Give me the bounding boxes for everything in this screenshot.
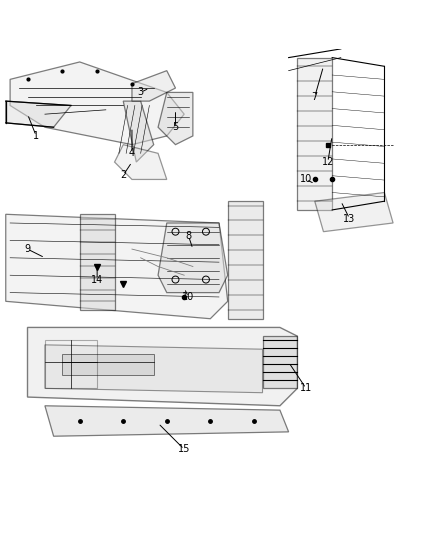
Polygon shape <box>123 101 154 162</box>
Text: 8: 8 <box>185 231 191 241</box>
Polygon shape <box>297 58 332 210</box>
Polygon shape <box>80 214 115 310</box>
Polygon shape <box>158 223 228 293</box>
Text: 5: 5 <box>172 122 179 132</box>
Text: 12: 12 <box>321 157 334 167</box>
Polygon shape <box>6 101 71 127</box>
Text: 15: 15 <box>178 445 191 454</box>
Polygon shape <box>6 214 228 319</box>
Polygon shape <box>262 336 297 389</box>
Text: 13: 13 <box>343 214 356 224</box>
Text: 11: 11 <box>300 383 312 393</box>
Text: 7: 7 <box>311 92 318 102</box>
Text: 10: 10 <box>182 292 194 302</box>
Polygon shape <box>10 62 184 144</box>
Text: 4: 4 <box>129 148 135 158</box>
Polygon shape <box>132 71 176 101</box>
Polygon shape <box>45 406 289 436</box>
Polygon shape <box>62 353 154 375</box>
Text: 9: 9 <box>25 244 31 254</box>
Polygon shape <box>28 327 297 406</box>
Text: 10: 10 <box>300 174 312 184</box>
Polygon shape <box>45 345 262 393</box>
Polygon shape <box>158 92 193 144</box>
Text: 14: 14 <box>91 274 103 285</box>
Text: 2: 2 <box>120 170 127 180</box>
Polygon shape <box>228 201 262 319</box>
Text: 1: 1 <box>33 131 39 141</box>
Polygon shape <box>315 192 393 232</box>
Text: 3: 3 <box>138 87 144 98</box>
Polygon shape <box>115 144 167 180</box>
